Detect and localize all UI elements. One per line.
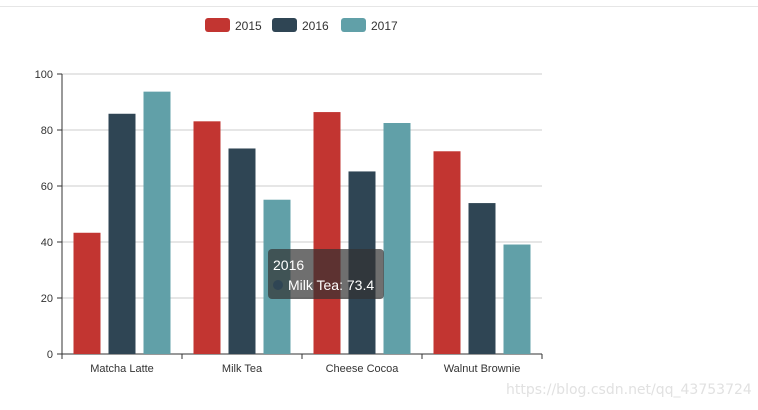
tooltip-series-dot <box>273 280 283 290</box>
legend-swatch-2017 <box>341 18 366 32</box>
bar-2015-milk-tea <box>193 121 221 354</box>
y-tick-label: 20 <box>41 293 53 305</box>
legend-label-2017: 2017 <box>371 19 398 33</box>
y-tick-label: 40 <box>41 237 53 249</box>
x-tick-label: Matcha Latte <box>90 363 154 375</box>
x-tick-label: Milk Tea <box>222 363 263 375</box>
bar-2017-cheese-cocoa <box>383 123 411 354</box>
y-tick-label: 60 <box>41 181 53 193</box>
top-divider <box>0 6 758 7</box>
bar-2015-walnut-brownie <box>433 151 461 354</box>
y-tick-label: 0 <box>47 349 53 361</box>
legend-swatch-2016 <box>272 18 297 32</box>
bar-2016-matcha-latte <box>108 113 136 354</box>
bar-2016-milk-tea <box>228 148 256 354</box>
x-tick-label: Cheese Cocoa <box>326 363 400 375</box>
bar-2017-matcha-latte <box>143 91 171 354</box>
tooltip-value: Milk Tea: 73.4 <box>288 277 375 293</box>
legend-swatch-2015 <box>205 18 230 32</box>
legend-label-2015: 2015 <box>235 19 262 33</box>
bar-2015-matcha-latte <box>73 232 101 354</box>
watermark-text: https://blog.csdn.net/qq_43753724 <box>506 382 752 398</box>
bar-2017-walnut-brownie <box>503 244 531 354</box>
bar-2016-walnut-brownie <box>468 203 496 354</box>
chart-tooltip: 2016 Milk Tea: 73.4 <box>268 249 384 299</box>
y-tick-label: 100 <box>35 69 53 81</box>
y-tick-label: 80 <box>41 125 53 137</box>
x-tick-label: Walnut Brownie <box>444 363 521 375</box>
bar-2015-cheese-cocoa <box>313 112 341 354</box>
tooltip-series-name: 2016 <box>273 257 305 273</box>
legend-label-2016: 2016 <box>302 19 329 33</box>
